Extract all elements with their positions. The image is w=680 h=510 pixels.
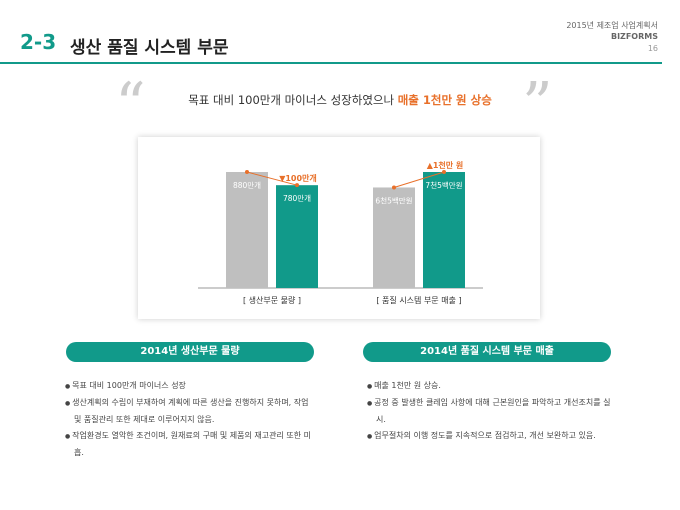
bullet: 매출 1천만 원 상승. [367, 378, 617, 395]
value-label: 780만개 [283, 193, 311, 203]
panel-title: 2014년 품질 시스템 부문 매출 [363, 342, 611, 362]
bullet: 업무절차의 이행 정도를 지속적으로 점검하고, 개선 보완하고 있음. [367, 428, 617, 445]
quote-mark: ” [522, 70, 553, 140]
trend-line [246, 171, 298, 186]
section-number: 2-3 [20, 30, 57, 54]
trend-dot [392, 185, 396, 190]
bar [373, 187, 415, 288]
brand: BIZFORMS [610, 32, 658, 41]
trend-dot [245, 170, 249, 174]
quote: 목표 대비 100만개 마이너스 성장하였으나 매출 1천만 원 상승 [140, 92, 540, 108]
trend-dot [442, 170, 446, 174]
rule [0, 62, 662, 64]
bullet: 생산계획의 수립이 부재하여 계획에 따른 생산을 진행하지 못하며, 작업 및… [65, 395, 315, 428]
quote-text: 목표 대비 100만개 마이너스 성장하였으나 [188, 93, 398, 107]
quote-mark: “ [115, 70, 146, 140]
bar [276, 185, 318, 288]
trend-line [393, 171, 445, 188]
bar [423, 172, 465, 288]
page-number: 16 [647, 44, 658, 53]
x-tick-label: [ 생산부문 물량 ] [243, 295, 301, 305]
value-label: 880만개 [233, 180, 261, 190]
quote-highlight: 매출 1천만 원 상승 [397, 93, 492, 107]
trend-dot [295, 183, 299, 188]
value-label: 7천5백만원 [425, 180, 462, 190]
bar [226, 172, 268, 288]
bullet: 작업환경도 열악한 조건이며, 원재료의 구매 및 제품의 재고관리 또한 미흡… [65, 428, 315, 461]
annotation: ▲1천만 원 [427, 160, 464, 170]
value-label: 6천5백만원 [375, 195, 412, 205]
doc-title: 2015년 제조업 사업계획서 [566, 21, 658, 30]
bullet: 목표 대비 100만개 마이너스 성장 [65, 378, 315, 395]
annotation: ▼100만개 [279, 173, 317, 183]
panel-title: 2014년 생산부문 물량 [66, 342, 314, 362]
bullet-list: 목표 대비 100만개 마이너스 성장생산계획의 수립이 부재하여 계획에 따른… [65, 378, 315, 461]
chart-box: 880만개 780만개 ▼100만개 [ 생산부문 물량 ] 6천5백만원 7천5백만원 ▲… [138, 137, 577, 319]
chart: 880만개 780만개 ▼100만개 [ 생산부문 물량 ] 6천5백만원 7천5백만원 ▲… [198, 141, 577, 305]
bullet-list: 매출 1천만 원 상승.공정 중 발생한 클레임 사항에 대해 근본원인을 파악… [367, 378, 617, 445]
section-title: 생산 품질 시스템 부문 [70, 38, 229, 58]
x-tick-label: [ 품질 시스템 부문 매출 ] [376, 295, 461, 305]
bullet: 공정 중 발생한 클레임 사항에 대해 근본원인을 파악하고 개선조치를 실시. [367, 395, 617, 428]
